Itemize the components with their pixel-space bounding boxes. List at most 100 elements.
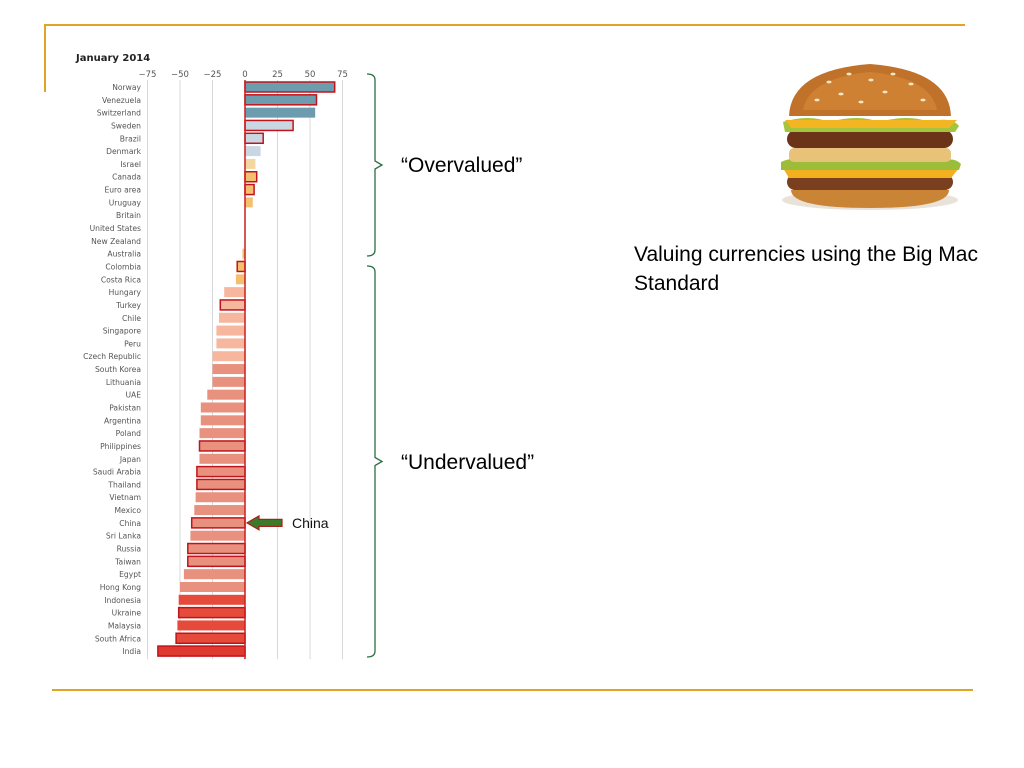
bar — [178, 594, 245, 605]
bar — [216, 325, 245, 336]
category-label: Israel — [120, 160, 141, 169]
bar — [245, 107, 316, 118]
category-label: Thailand — [107, 480, 141, 489]
category-label: Hong Kong — [100, 583, 141, 592]
china-annotation: China — [292, 515, 329, 531]
bar — [245, 158, 256, 169]
category-label: Czech Republic — [83, 352, 141, 361]
bar — [224, 287, 245, 298]
bar — [245, 146, 261, 157]
bar — [196, 465, 246, 478]
top-rule — [44, 24, 965, 26]
category-label: Egypt — [119, 570, 141, 579]
x-tick-label: −75 — [139, 70, 157, 80]
bar — [194, 505, 245, 516]
slide-caption: Valuing currencies using the Big Mac Sta… — [634, 243, 978, 295]
category-label: Britain — [116, 211, 141, 220]
bar — [244, 119, 294, 132]
category-label: Brazil — [120, 134, 141, 143]
category-label: UAE — [125, 391, 141, 400]
x-tick-label: 25 — [272, 70, 283, 80]
category-label: Mexico — [114, 506, 141, 515]
bar — [175, 632, 246, 645]
overvalued-label: “Overvalued” — [401, 154, 523, 177]
bar — [183, 569, 245, 580]
bar — [244, 132, 264, 145]
bottom-rule — [52, 689, 973, 691]
x-tick-label: 75 — [337, 70, 348, 80]
bar — [198, 440, 246, 452]
x-tick-label: 0 — [242, 70, 247, 80]
bar — [177, 606, 246, 619]
category-label: Costa Rica — [101, 275, 141, 284]
bar — [245, 197, 253, 208]
category-label: Poland — [116, 429, 142, 438]
bar — [177, 620, 245, 631]
category-label: Japan — [119, 455, 141, 464]
category-label: Norway — [112, 83, 141, 92]
chart-title: January 2014 — [75, 53, 150, 64]
category-label: United States — [90, 224, 141, 233]
category-label: Vietnam — [109, 493, 141, 502]
category-label: Argentina — [104, 416, 141, 425]
category-label: Colombia — [105, 262, 141, 271]
bar — [244, 81, 336, 93]
category-label: Canada — [112, 173, 141, 182]
category-label: Ukraine — [112, 609, 142, 618]
category-label: Pakistan — [109, 404, 141, 413]
arrow-icon — [245, 514, 283, 531]
bar — [219, 312, 245, 323]
bar — [187, 555, 246, 568]
category-label: Hungary — [109, 288, 142, 297]
category-label: Malaysia — [108, 621, 141, 630]
category-label: Sri Lanka — [106, 532, 141, 541]
category-label: India — [122, 647, 141, 656]
left-rule — [44, 24, 46, 92]
category-label: South Korea — [95, 365, 141, 374]
bar — [212, 351, 245, 362]
bar — [195, 492, 245, 503]
bar — [212, 376, 245, 387]
bar — [190, 530, 245, 541]
category-label: Uruguay — [109, 198, 142, 207]
undervalued-label: “Undervalued” — [401, 451, 535, 474]
bar — [216, 338, 245, 349]
bar — [199, 453, 245, 464]
category-label: Singapore — [103, 327, 142, 336]
bar — [244, 170, 258, 183]
category-label: Turkey — [115, 301, 141, 310]
bar — [235, 274, 245, 285]
bar — [190, 517, 246, 529]
category-label: Chile — [122, 314, 141, 323]
category-label: Venezuela — [102, 96, 141, 105]
category-label: Lithuania — [106, 378, 141, 387]
category-label: Australia — [107, 250, 141, 259]
bar — [180, 581, 245, 592]
x-tick-label: −50 — [171, 70, 189, 80]
bar — [242, 248, 245, 259]
bar — [236, 260, 246, 273]
category-label: New Zealand — [91, 237, 141, 246]
bar — [200, 415, 245, 426]
category-label: Russia — [117, 545, 141, 554]
bar — [244, 94, 318, 106]
category-label: South Africa — [95, 634, 141, 643]
category-label: Switzerland — [97, 109, 141, 118]
bar — [200, 402, 245, 413]
category-label: Saudi Arabia — [93, 468, 141, 477]
category-label: Taiwan — [114, 557, 141, 566]
category-label: Euro area — [104, 186, 141, 195]
bar — [187, 542, 246, 555]
bar — [196, 478, 246, 491]
category-label: China — [119, 519, 141, 528]
bar — [157, 645, 246, 657]
category-label: Sweden — [111, 121, 141, 130]
category-label: Indonesia — [104, 596, 141, 605]
x-tick-label: 50 — [305, 70, 316, 80]
bar — [207, 389, 245, 400]
x-tick-label: −25 — [204, 70, 222, 80]
bar — [244, 183, 255, 196]
undervalued-bracket — [366, 265, 384, 658]
category-label: Denmark — [106, 147, 142, 156]
